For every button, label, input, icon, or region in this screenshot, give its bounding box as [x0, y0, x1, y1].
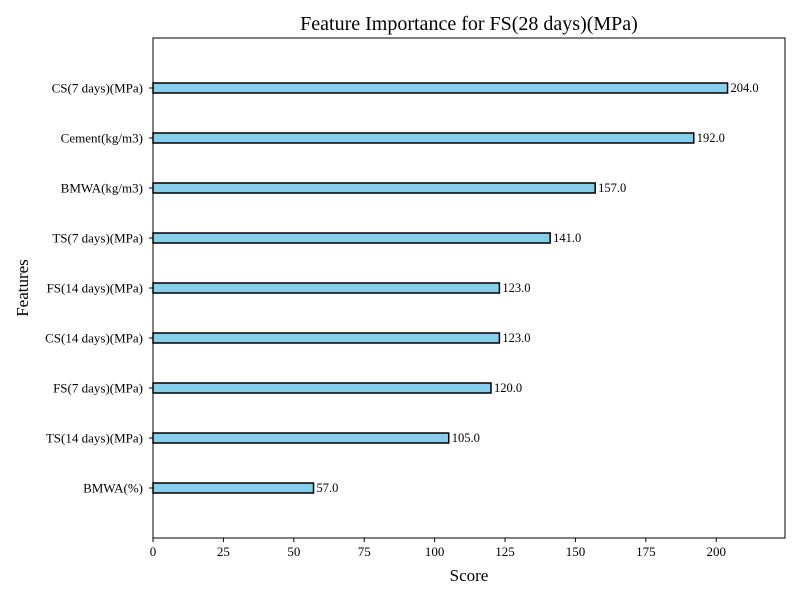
x-tick-label: 200: [707, 544, 727, 559]
y-tick-label: FS(7 days)(MPa): [53, 381, 143, 396]
x-tick-label: 150: [566, 544, 586, 559]
x-tick-label: 50: [287, 544, 300, 559]
data-label: 120.0: [494, 381, 522, 395]
bar: [152, 182, 596, 194]
x-tick-label: 100: [425, 544, 445, 559]
plot-area: CS(7 days)(MPa) 204.0 Cement(kg/m3) 192.0 BM…: [45, 81, 759, 560]
bar: [152, 132, 695, 144]
data-label: 105.0: [452, 431, 480, 445]
x-axis-label: Score: [450, 566, 489, 585]
bar: [152, 382, 492, 394]
y-tick-label: BMWA(%): [83, 481, 143, 496]
y-tick-label: FS(14 days)(MPa): [47, 281, 143, 296]
x-tick-label: 75: [358, 544, 371, 559]
x-tick-label: 25: [217, 544, 230, 559]
plot-frame: [152, 37, 786, 539]
bar: [152, 332, 501, 344]
data-label: 204.0: [731, 81, 759, 95]
bar: [152, 432, 450, 444]
data-label: 192.0: [697, 131, 725, 145]
y-tick-label: CS(14 days)(MPa): [45, 331, 143, 346]
x-tick-label: 125: [495, 544, 515, 559]
data-label: 123.0: [502, 331, 530, 345]
data-label: 123.0: [502, 281, 530, 295]
y-tick-label: TS(7 days)(MPa): [52, 231, 143, 246]
bar: [152, 282, 501, 294]
data-label: 157.0: [598, 181, 626, 195]
y-tick-label: CS(7 days)(MPa): [52, 81, 143, 96]
x-tick-label: 0: [150, 544, 157, 559]
y-tick-label: BMWA(kg/m3): [61, 181, 143, 196]
bar: [152, 82, 729, 94]
chart-title: Feature Importance for FS(28 days)(MPa): [300, 13, 638, 35]
y-tick-label: TS(14 days)(MPa): [46, 431, 143, 446]
data-label: 57.0: [317, 481, 339, 495]
y-axis-label: Features: [13, 259, 32, 317]
data-label: 141.0: [553, 231, 581, 245]
x-tick-label: 175: [636, 544, 656, 559]
bar: [152, 482, 315, 494]
bar: [152, 232, 551, 244]
y-tick-label: Cement(kg/m3): [61, 131, 143, 146]
